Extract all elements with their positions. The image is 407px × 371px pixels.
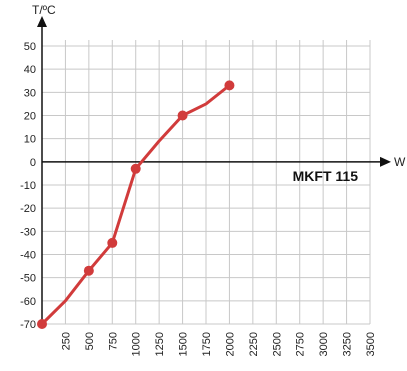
data-point (37, 319, 47, 329)
y-axis-arrow-icon (37, 16, 47, 27)
x-tick-label: 2750 (295, 332, 307, 356)
x-tick-label: 3000 (318, 332, 330, 356)
y-tick-label: -40 (20, 250, 36, 262)
data-point (83, 265, 94, 276)
y-tick-label: -10 (20, 180, 36, 192)
x-axis-arrow-icon (380, 156, 391, 167)
series (37, 80, 235, 329)
y-tick-label: 20 (24, 111, 36, 123)
x-tick-label: 3500 (365, 332, 377, 356)
data-point (224, 80, 235, 91)
grid (42, 40, 371, 325)
y-tick-label: 30 (24, 87, 36, 99)
x-tick-label: 750 (107, 332, 119, 350)
x-tick-label: 2000 (224, 332, 236, 356)
x-tick-label: 250 (60, 332, 72, 350)
x-tick-label: 2250 (248, 332, 260, 356)
axes (37, 16, 391, 324)
y-tick-label: -60 (20, 296, 36, 308)
x-tick-label: 500 (84, 332, 96, 350)
x-tick-label: 1750 (201, 332, 213, 356)
y-tick-label: -20 (20, 203, 36, 215)
y-tick-label: 0 (30, 157, 36, 169)
data-point (130, 163, 141, 174)
data-point (177, 110, 188, 121)
x-tick-label: 1000 (131, 332, 143, 356)
y-tick-label: 10 (24, 134, 36, 146)
x-tick-label: 3250 (342, 332, 354, 356)
x-tick-label: 1250 (154, 332, 166, 356)
x-tick-labels: 250 500 750 1000 1250 1500 1750 2000 2250 2500 275… (60, 332, 377, 356)
y-axis-title: T/ºC (32, 3, 56, 17)
x-tick-label: 2500 (271, 332, 283, 356)
y-tick-label: -30 (20, 226, 36, 238)
data-point (107, 237, 118, 248)
y-tick-labels: 50 40 30 20 10 0 -10 -20 -30 -40 -50 -60 -70 (20, 41, 36, 331)
model-annotation: MKFT 115 (293, 168, 359, 184)
y-tick-label: -50 (20, 273, 36, 285)
y-tick-label: 50 (24, 41, 36, 53)
y-tick-label: 40 (24, 64, 36, 76)
x-axis-title: W (394, 155, 406, 169)
y-tick-label: -70 (20, 319, 36, 331)
x-tick-label: 1500 (178, 332, 190, 356)
